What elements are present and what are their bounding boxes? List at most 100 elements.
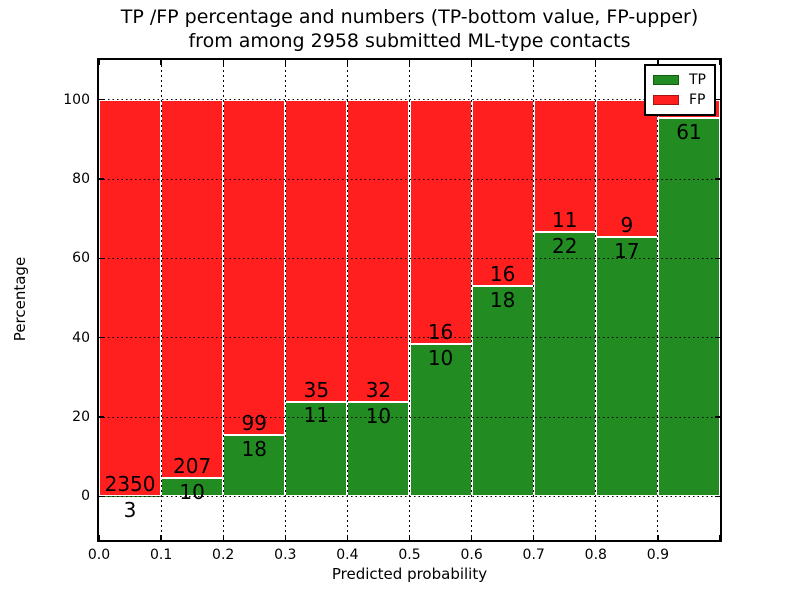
gridline-vertical [657, 60, 659, 540]
x-tick-mark [222, 60, 224, 65]
x-tick-mark [98, 535, 100, 540]
gridline-vertical [471, 60, 473, 540]
y-tick-mark [99, 495, 104, 498]
y-tick-mark [715, 178, 720, 180]
tp-count-label: 61 [676, 120, 702, 145]
chart-title: TP /FP percentage and numbers (TP-bottom… [97, 5, 722, 53]
x-tick-mark [719, 60, 721, 65]
x-tick-label: 0.6 [460, 547, 483, 563]
gridline-horizontal [99, 337, 720, 339]
x-tick-mark [160, 60, 162, 65]
gridline-vertical [533, 60, 535, 540]
x-tick-mark [470, 60, 473, 65]
fp-bar-segment [223, 99, 286, 436]
tp-count-label: 18 [489, 288, 516, 313]
gridline-horizontal [99, 99, 720, 101]
tp-bar-segment [223, 435, 286, 497]
x-tick-mark [595, 60, 597, 65]
x-tick-label: 0.1 [149, 547, 173, 563]
x-tick-mark [98, 60, 100, 65]
y-tick-label: 0 [81, 488, 90, 505]
y-axis-label: Percentage [11, 256, 29, 342]
gridline-horizontal [99, 178, 720, 180]
x-tick-mark [595, 535, 597, 540]
fp-bar-segment [161, 99, 224, 479]
tp-count-label: 10 [179, 479, 205, 504]
gridline-vertical [284, 60, 286, 540]
fp-bar-segment [99, 99, 162, 496]
y-tick-label: 40 [72, 329, 90, 346]
fp-bar-segment [471, 99, 534, 287]
gridline-horizontal [99, 495, 720, 497]
x-tick-label: 0.8 [584, 547, 607, 563]
legend-item-fp: FP [653, 90, 706, 110]
y-tick-mark [99, 337, 104, 339]
tp-count-label: 18 [241, 437, 267, 462]
y-tick-mark [99, 257, 104, 260]
x-tick-mark [284, 535, 286, 540]
y-tick-label: 20 [72, 409, 90, 426]
y-tick-label: 60 [72, 250, 90, 267]
y-tick-mark [99, 98, 104, 101]
x-tick-label: 0.0 [87, 547, 111, 563]
plot-area: TP FP 2350 3 207 10 99 18 35 11 32 10 16 10 16 18 11 22 9… [97, 58, 722, 542]
fp-count-label: 99 [241, 411, 267, 436]
x-tick-mark [284, 60, 286, 65]
x-tick-mark [657, 535, 659, 540]
x-tick-mark [222, 535, 224, 540]
gridline-vertical [222, 60, 224, 540]
gridline-vertical [409, 60, 410, 540]
x-tick-mark [533, 535, 535, 540]
x-tick-label: 0.4 [336, 547, 359, 563]
x-tick-label: 0.5 [398, 547, 421, 563]
tp-bar-segment [347, 401, 410, 497]
x-tick-label: 0.2 [212, 547, 235, 563]
tp-bar-segment [161, 478, 224, 497]
tp-bar-segment [595, 237, 658, 497]
fp-bar-segment [533, 99, 596, 232]
fp-count-label: 35 [303, 377, 330, 402]
x-tick-mark [533, 60, 535, 65]
legend-label: FP [689, 92, 706, 108]
fp-count-label: 9 [620, 213, 634, 238]
x-tick-mark [408, 60, 411, 65]
x-tick-mark [719, 535, 721, 540]
fp-bar-segment [347, 99, 410, 402]
legend: TP FP [644, 64, 716, 116]
fp-bar-segment [285, 99, 348, 402]
x-tick-label: 0.9 [646, 547, 670, 563]
y-tick-label: 80 [72, 171, 90, 187]
x-tick-mark [470, 535, 473, 540]
tp-bar-segment [533, 231, 596, 497]
gridline-vertical [595, 60, 597, 540]
tp-bar-segment [471, 286, 534, 497]
y-tick-mark [99, 416, 104, 418]
fp-count-label: 207 [173, 454, 212, 479]
fp-bar-segment [409, 99, 472, 344]
fp-bar-segment [595, 99, 658, 238]
fp-count-label: 32 [365, 378, 392, 403]
gridline-horizontal [99, 257, 720, 259]
y-tick-mark [715, 416, 720, 418]
tp-count-label: 10 [365, 403, 392, 428]
gridline-vertical [160, 60, 162, 540]
fp-count-label: 16 [427, 319, 454, 344]
title-line-2: from among 2958 submitted ML-type contac… [188, 30, 631, 52]
y-tick-mark [715, 98, 720, 101]
x-tick-mark [408, 535, 411, 540]
legend-item-tp: TP [653, 70, 706, 90]
tp-bar-segment [657, 118, 720, 497]
title-line-1: TP /FP percentage and numbers (TP-bottom… [120, 6, 699, 28]
gridline-vertical [346, 60, 348, 540]
fp-count-label: 16 [489, 262, 516, 287]
x-axis-label: Predicted probability [331, 565, 488, 583]
y-tick-mark [715, 337, 720, 339]
tp-count-label: 11 [303, 403, 330, 428]
x-tick-label: 0.7 [522, 547, 545, 563]
fp-count-label: 2350 [104, 471, 156, 496]
x-tick-mark [346, 535, 349, 540]
tp-bar-segment [409, 343, 472, 497]
x-tick-label: 0.3 [274, 547, 297, 563]
fp-swatch-icon [653, 95, 679, 105]
